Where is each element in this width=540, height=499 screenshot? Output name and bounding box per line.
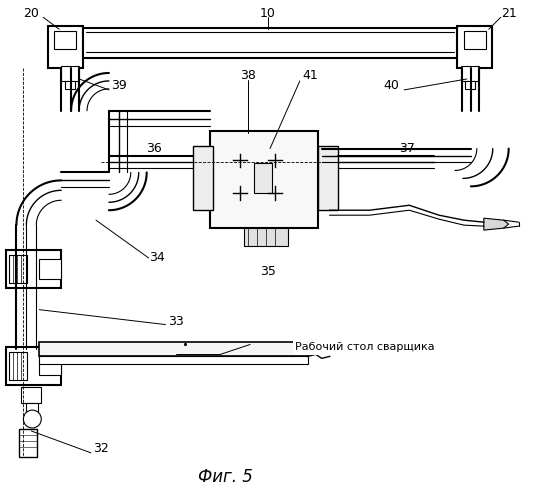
Bar	[39, 342, 308, 356]
Text: 34: 34	[148, 251, 164, 264]
Text: 36: 36	[146, 142, 161, 155]
Bar	[6, 347, 61, 385]
Bar	[464, 31, 486, 49]
Bar	[465, 81, 475, 89]
Bar	[65, 81, 75, 89]
Bar	[22, 387, 41, 403]
Text: 32: 32	[93, 443, 109, 456]
Bar	[19, 429, 37, 457]
Bar	[461, 66, 479, 81]
Text: 20: 20	[23, 7, 39, 20]
Text: 37: 37	[399, 142, 415, 155]
Circle shape	[23, 410, 41, 428]
Text: 33: 33	[168, 315, 184, 328]
Text: 40: 40	[383, 79, 399, 92]
Bar	[193, 146, 213, 210]
Text: 10: 10	[260, 7, 276, 20]
Bar	[457, 26, 492, 68]
Bar	[318, 146, 338, 210]
Bar	[54, 31, 76, 49]
Bar	[26, 403, 38, 425]
Bar	[39, 356, 308, 364]
Bar	[254, 164, 272, 193]
Text: 21: 21	[501, 7, 517, 20]
Bar	[6, 250, 61, 288]
Bar	[211, 131, 318, 228]
Bar	[39, 259, 61, 279]
Text: 39: 39	[111, 79, 127, 92]
Bar	[61, 66, 79, 81]
Bar	[244, 228, 288, 246]
Bar	[83, 28, 457, 58]
Bar	[10, 255, 28, 283]
Bar	[10, 352, 28, 380]
Text: 35: 35	[260, 265, 276, 278]
Bar	[48, 26, 83, 68]
Text: 41: 41	[302, 69, 318, 82]
Bar	[39, 355, 61, 375]
Polygon shape	[484, 218, 509, 230]
Text: Рабочий стол сварщика: Рабочий стол сварщика	[295, 342, 435, 352]
Text: Фиг. 5: Фиг. 5	[198, 468, 253, 486]
Text: 38: 38	[240, 69, 256, 82]
